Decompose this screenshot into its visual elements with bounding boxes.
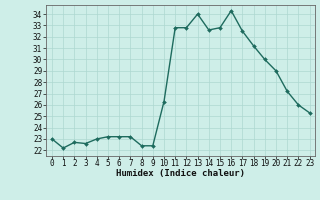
X-axis label: Humidex (Indice chaleur): Humidex (Indice chaleur) — [116, 169, 245, 178]
